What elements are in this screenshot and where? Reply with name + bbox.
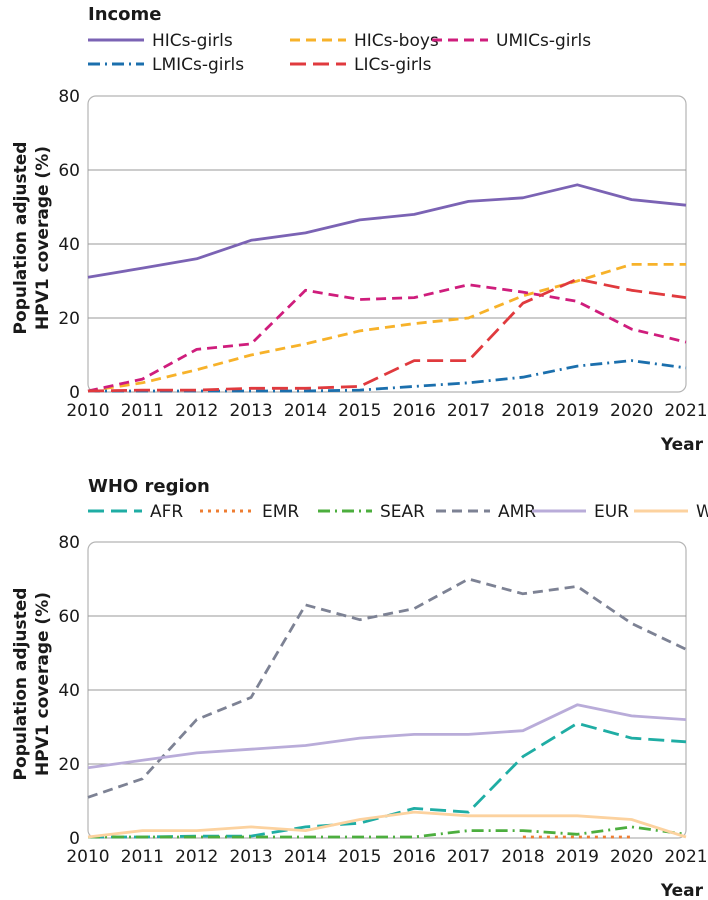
x-tick-label: 2015 [338, 847, 381, 867]
x-tick-label: 2013 [229, 401, 272, 421]
series-line-hics-girls [87, 183, 687, 279]
x-tick-label: 2011 [121, 401, 164, 421]
chart-1: Income HICs-girls HICs-boys UMICs-girls LMIC… [11, 4, 708, 455]
legend-label: LMICs-girls [152, 55, 244, 75]
y-tick-label: 20 [58, 309, 80, 329]
x-tick-label: 2017 [447, 847, 490, 867]
legend-label: SEAR [380, 502, 425, 522]
x-axis-label: Year [660, 435, 704, 455]
legend-item-afr: AFR [88, 502, 183, 522]
x-tick-label: 2010 [66, 401, 109, 421]
legend-label: WPR [696, 502, 708, 522]
y-tick-label: 0 [69, 829, 80, 849]
legend-item-sear: SEAR [318, 502, 425, 522]
series-line-wpr [87, 810, 687, 839]
series-line-umics-girls [87, 283, 687, 393]
legend-label: UMICs-girls [496, 31, 591, 51]
x-tick-label: 2011 [121, 847, 164, 867]
x-tick-label: 2021 [664, 401, 707, 421]
legend-label: EMR [262, 502, 299, 522]
x-tick-label: 2016 [393, 401, 436, 421]
x-tick-label: 2010 [66, 847, 109, 867]
y-tick-label: 40 [58, 681, 80, 701]
x-tick-label: 2015 [338, 401, 381, 421]
y-tick-label: 60 [58, 607, 80, 627]
y-tick-label: 60 [58, 161, 80, 181]
series-line-amr [87, 577, 687, 799]
legend-item-hics-boys: HICs-boys [290, 31, 439, 51]
legend-item-amr: AMR [436, 502, 536, 522]
legend-label: HICs-boys [354, 31, 439, 51]
legend-item-wpr: WPR [634, 502, 708, 522]
x-tick-label: 2016 [393, 847, 436, 867]
series-line-lics-girls [87, 277, 687, 393]
legend-item-lmics-girls: LMICs-girls [88, 55, 244, 75]
y-tick-label: 40 [58, 235, 80, 255]
legend-title: WHO region [88, 476, 210, 497]
y-axis-label-line1: Population adjusted [11, 588, 31, 781]
y-axis-label-line2: HPV1 coverage (%) [33, 592, 53, 776]
legend-item-emr: EMR [200, 502, 299, 522]
legend-label: EUR [594, 502, 629, 522]
series-line-eur [87, 703, 687, 770]
legend-item-lics-girls: LICs-girls [290, 55, 432, 75]
x-tick-label: 2012 [175, 401, 218, 421]
y-tick-label: 20 [58, 755, 80, 775]
legend-title: Income [88, 4, 162, 25]
x-tick-label: 2018 [501, 401, 544, 421]
y-tick-label: 0 [69, 383, 80, 403]
x-tick-label: 2019 [556, 401, 599, 421]
series-line-hics-boys [87, 262, 686, 393]
x-tick-label: 2013 [229, 847, 272, 867]
legend-label: AFR [150, 502, 183, 522]
x-tick-label: 2014 [284, 847, 327, 867]
series-line-afr [88, 721, 687, 839]
x-tick-label: 2012 [175, 847, 218, 867]
x-tick-label: 2014 [284, 401, 327, 421]
y-axis-label-line1: Population adjusted [11, 142, 31, 335]
legend-label: LICs-girls [354, 55, 432, 75]
series-line-lmics-girls [88, 359, 687, 393]
legend-label: AMR [498, 502, 536, 522]
x-tick-label: 2020 [610, 847, 653, 867]
legend-item-hics-girls: HICs-girls [88, 31, 233, 51]
x-tick-label: 2017 [447, 401, 490, 421]
legend-item-umics-girls: UMICs-girls [432, 31, 591, 51]
y-tick-label: 80 [58, 87, 80, 107]
x-tick-label: 2020 [610, 401, 653, 421]
x-tick-label: 2018 [501, 847, 544, 867]
series-line-sear [88, 825, 687, 839]
chart-2: WHO region AFR EMR SEAR AMR EUR WPR 0 20 40 60 80 20… [11, 476, 708, 900]
y-tick-label: 80 [58, 533, 80, 553]
x-axis-label: Year [660, 881, 704, 900]
legend-item-eur: EUR [532, 502, 629, 522]
legend-label: HICs-girls [152, 31, 233, 51]
y-axis-label-line2: HPV1 coverage (%) [33, 146, 53, 330]
x-tick-label: 2019 [556, 847, 599, 867]
x-tick-label: 2021 [664, 847, 707, 867]
